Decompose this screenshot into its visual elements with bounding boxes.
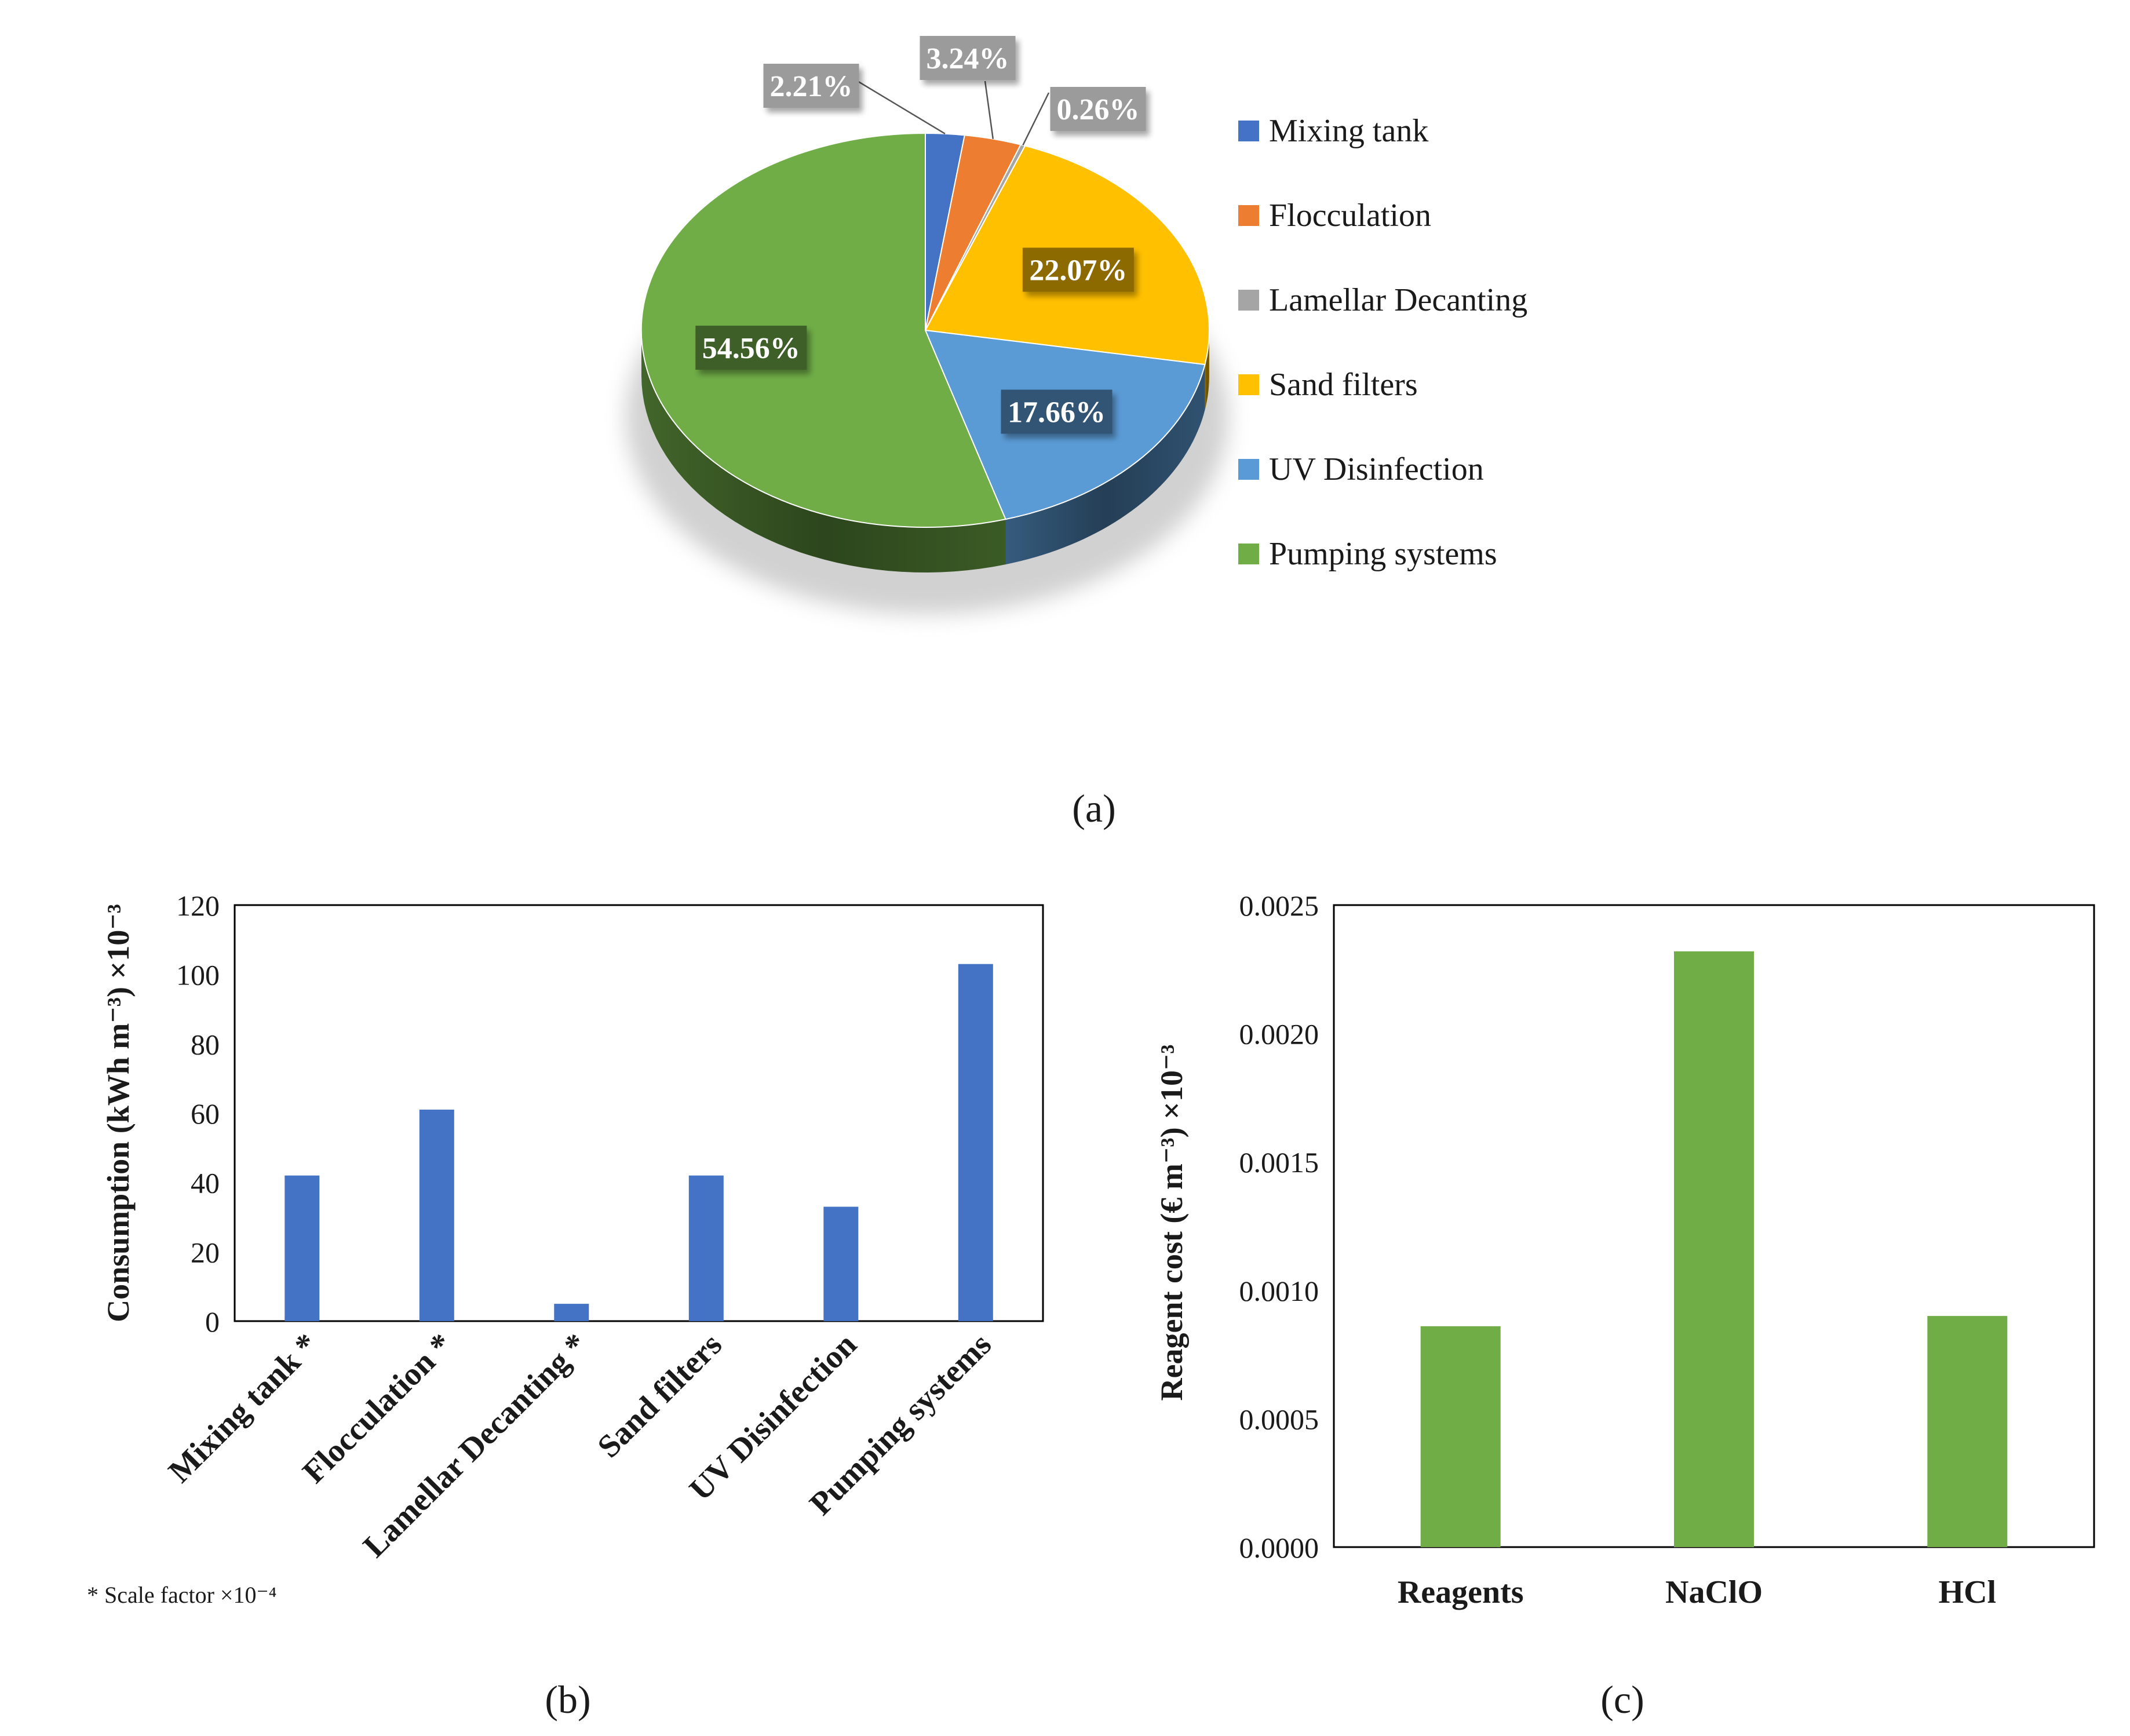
x-label-b-sand-filters: Sand filters	[590, 1326, 729, 1465]
legend-swatch-lamellar-decanting	[1238, 290, 1259, 311]
bar-b-sand-filters	[688, 1175, 724, 1321]
consumption-bar-chart: 0 20 40 60 80 100 120 Mixing tank *Flocculatio…	[87, 889, 1044, 1722]
legend-label-pumping-systems: Pumping systems	[1269, 536, 1497, 572]
legend-label-mixing-tank: Mixing tank	[1269, 113, 1428, 149]
y-tick-c-1: 0.0005	[1239, 1403, 1319, 1435]
data-label-pumping-systems: 54.56%	[702, 332, 800, 365]
legend-label-lamellar-decanting: Lamellar Decanting	[1269, 282, 1527, 318]
x-axis-labels-b: Mixing tank *Flocculation *Lamellar Deca…	[162, 1326, 998, 1564]
bar-b-flocculation	[419, 1110, 454, 1321]
panel-label-a: (a)	[1072, 786, 1115, 830]
bar-b-mixing-tank	[285, 1175, 320, 1321]
x-label-c-hcl: HCl	[1939, 1574, 1997, 1610]
x-axis-labels-c: Reagents NaClO HCl	[1398, 1574, 1996, 1610]
y-axis-title-c: Reagent cost (€ m⁻³) ×10⁻³	[1154, 1044, 1189, 1401]
bar-b-uv-disinfection	[823, 1206, 859, 1321]
legend-swatch-uv-disinfection	[1238, 459, 1259, 480]
data-label-uv-disinfection: 17.66%	[1008, 396, 1106, 429]
pie-side-shading-pumping-systems	[641, 330, 1006, 572]
y-tick-b-2: 40	[191, 1167, 220, 1199]
y-tick-b-4: 80	[191, 1028, 220, 1060]
bars-b	[285, 964, 993, 1321]
y-tick-c-3: 0.0015	[1239, 1146, 1319, 1179]
y-tick-b-0: 0	[205, 1305, 220, 1338]
panel-label-b: (b)	[545, 1677, 590, 1722]
y-tick-b-1: 20	[191, 1236, 220, 1268]
legend-label-flocculation: Flocculation	[1269, 198, 1431, 234]
leader-line-mixing-tank	[857, 80, 946, 134]
panel-label-c: (c)	[1600, 1677, 1644, 1722]
pie-legend: Mixing tank Flocculation Lamellar Decantin…	[1238, 113, 1527, 572]
pie-slice-pumping-systems	[640, 132, 1006, 528]
data-label-box-mixing-tank	[763, 64, 859, 108]
y-tick-b-5: 100	[176, 959, 220, 991]
plot-area-frame-b	[234, 904, 1044, 1322]
pie-chart-panel: 2.21% 3.24% 0.26% 22.07% 17.66% 54.56% Mixing…	[626, 36, 1527, 830]
bar-b-pumping-systems	[958, 964, 993, 1321]
x-label-c-reagents: Reagents	[1398, 1574, 1524, 1610]
data-label-box-uv-disinfection	[1001, 389, 1113, 434]
legend-label-uv-disinfection: UV Disinfection	[1269, 451, 1484, 487]
x-label-b-lamellar-decanting: Lamellar Decanting *	[356, 1326, 594, 1564]
scale-footnote: * Scale factor ×10⁻⁴	[87, 1582, 277, 1608]
legend-label-sand-filters: Sand filters	[1269, 367, 1418, 403]
legend-swatch-mixing-tank	[1238, 121, 1259, 141]
data-label-box-pumping-systems	[695, 326, 807, 370]
x-label-c-naclo: NaClO	[1665, 1574, 1763, 1610]
bar-c-reagents	[1420, 1326, 1501, 1547]
y-axis-title-b: Consumption (kWh m⁻³) ×10⁻³	[101, 904, 136, 1322]
y-tick-c-2: 0.0010	[1239, 1275, 1319, 1307]
pie-leader-lines	[857, 80, 1050, 146]
y-tick-c-0: 0.0000	[1239, 1531, 1319, 1564]
y-tick-c-5: 0.0025	[1239, 889, 1319, 922]
y-tick-b-3: 60	[191, 1097, 220, 1130]
data-label-mixing-tank: 2.21%	[770, 70, 853, 103]
legend-swatch-flocculation	[1238, 205, 1259, 226]
pie-side-shading-uv-disinfection	[1005, 364, 1205, 565]
leader-line-flocculation	[984, 81, 994, 139]
data-label-lamellar-decanting: 0.26%	[1057, 93, 1140, 126]
data-label-box-flocculation	[920, 36, 1016, 80]
data-label-flocculation: 3.24%	[927, 42, 1009, 75]
legend-swatch-sand-filters	[1238, 374, 1259, 395]
bar-c-hcl	[1927, 1316, 2008, 1547]
y-axis-ticks-c: 0.0000 0.0005 0.0010 0.0015 0.0020 0.0025	[1239, 889, 1319, 1564]
data-label-box-lamellar-decanting	[1050, 87, 1146, 131]
y-tick-c-4: 0.0020	[1239, 1018, 1319, 1051]
legend-swatch-pumping-systems	[1238, 544, 1259, 564]
y-axis-ticks-b: 0 20 40 60 80 100 120	[176, 889, 220, 1338]
bar-b-lamellar-decanting	[554, 1304, 589, 1321]
bars-c	[1420, 951, 2008, 1547]
data-label-sand-filters: 22.07%	[1029, 254, 1127, 287]
pie-data-labels: 2.21% 3.24% 0.26% 22.07% 17.66% 54.56%	[695, 36, 1150, 439]
y-tick-b-6: 120	[176, 889, 220, 922]
data-label-box-sand-filters	[1022, 247, 1134, 292]
reagent-cost-bar-chart: 0.0000 0.0005 0.0010 0.0015 0.0020 0.0025 Rea…	[1154, 889, 2095, 1722]
bar-c-naclo	[1674, 951, 1754, 1547]
leader-line-lamellar-decanting	[1022, 92, 1050, 146]
